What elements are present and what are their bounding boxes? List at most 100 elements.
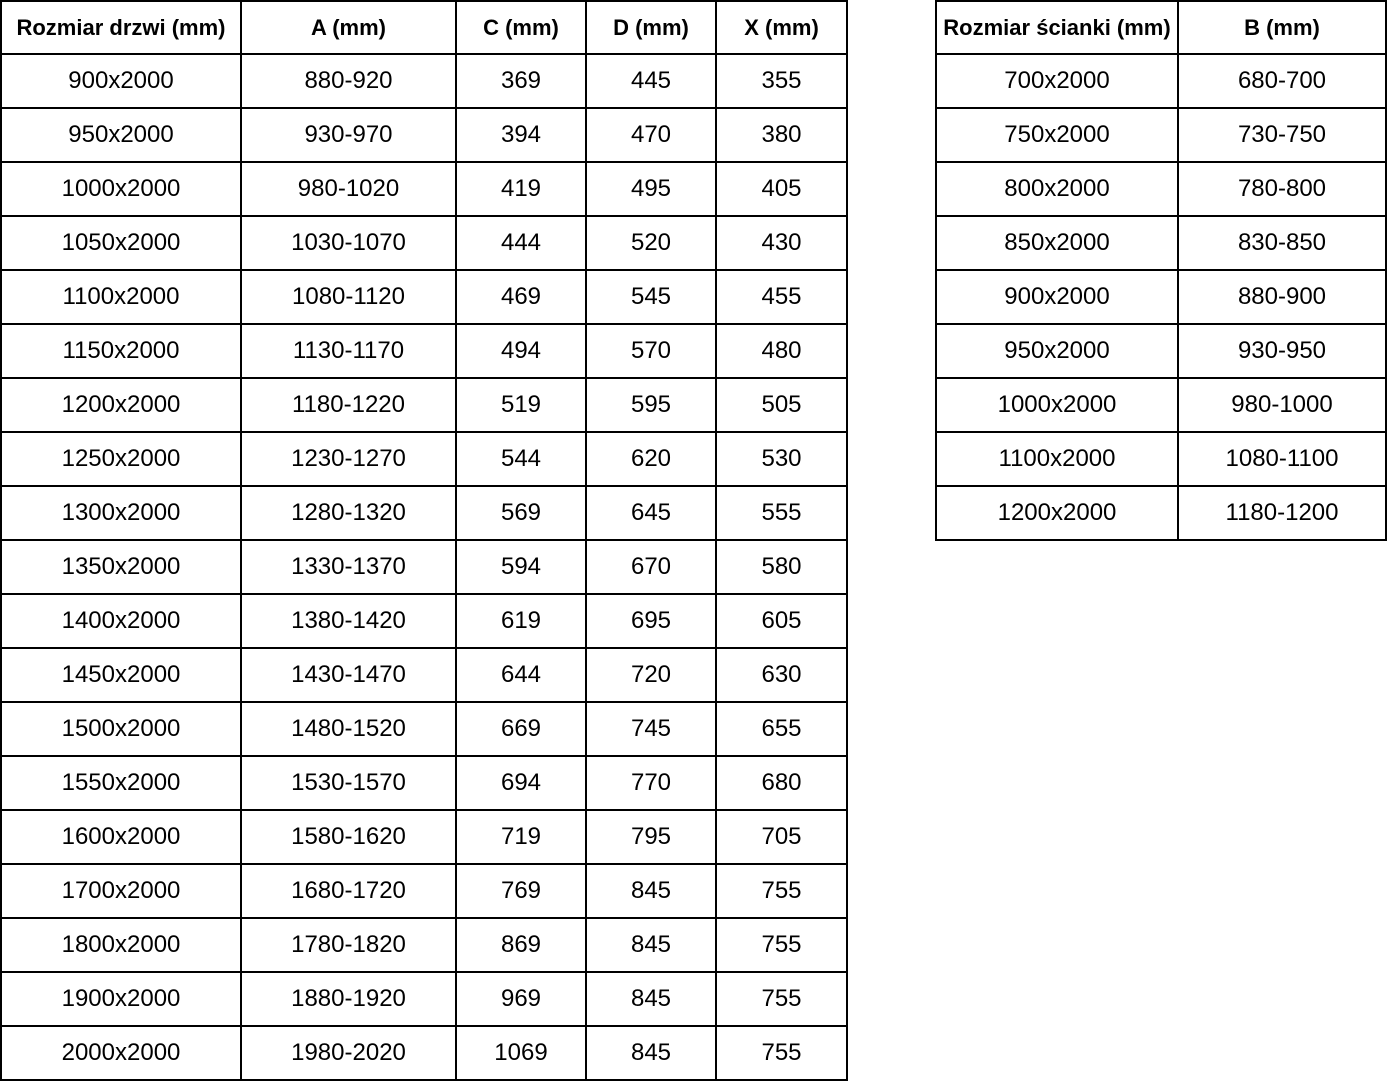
column-header: C (mm) [455,0,587,55]
table-cell: 755 [715,863,848,919]
table-cell: 1250x2000 [0,431,242,487]
table-cell: 1400x2000 [0,593,242,649]
table-row: 700x2000 680-700 [935,53,1387,109]
table-cell: 494 [455,323,587,379]
table-cell: 845 [585,917,717,973]
table-row: 1100x2000 1080-1100 [935,431,1387,487]
table-cell: 1450x2000 [0,647,242,703]
table-cell: 980-1000 [1177,377,1387,433]
table-cell: 1280-1320 [240,485,457,541]
table-cell: 444 [455,215,587,271]
table-cell: 569 [455,485,587,541]
table-cell: 1580-1620 [240,809,457,865]
table-cell: 1480-1520 [240,701,457,757]
table-cell: 605 [715,593,848,649]
table-cell: 1430-1470 [240,647,457,703]
header-row: Rozmiar ścianki (mm) B (mm) [935,0,1387,55]
wall-table-body: 700x2000 680-700 750x2000 730-750 800x2000 78… [935,53,1387,541]
column-header: Rozmiar ścianki (mm) [935,0,1179,55]
table-cell: 1380-1420 [240,593,457,649]
table-cell: 719 [455,809,587,865]
column-header: Rozmiar drzwi (mm) [0,0,242,55]
table-cell: 850x2000 [935,215,1179,271]
table-cell: 670 [585,539,717,595]
table-cell: 530 [715,431,848,487]
table-cell: 1150x2000 [0,323,242,379]
table-cell: 505 [715,377,848,433]
table-cell: 1200x2000 [0,377,242,433]
wall-sizes-table: Rozmiar ścianki (mm) B (mm) 700x2000 680-7… [935,0,1387,541]
table-cell: 430 [715,215,848,271]
table-row: 1800x2000 1780-1820 869 845 755 [0,917,848,973]
table-cell: 470 [585,107,717,163]
table-row: 1900x2000 1880-1920 969 845 755 [0,971,848,1027]
table-cell: 1069 [455,1025,587,1081]
table-row: 1600x2000 1580-1620 719 795 705 [0,809,848,865]
table-cell: 1080-1120 [240,269,457,325]
column-header: D (mm) [585,0,717,55]
wall-table-header: Rozmiar ścianki (mm) B (mm) [935,0,1387,55]
table-cell: 1350x2000 [0,539,242,595]
table-cell: 930-950 [1177,323,1387,379]
table-cell: 980-1020 [240,161,457,217]
table-cell: 1900x2000 [0,971,242,1027]
table-cell: 620 [585,431,717,487]
table-row: 1700x2000 1680-1720 769 845 755 [0,863,848,919]
table-cell: 2000x2000 [0,1025,242,1081]
door-table-body: 900x2000 880-920 369 445 355 950x2000 930-970 3… [0,53,848,1081]
table-cell: 355 [715,53,848,109]
door-table-header: Rozmiar drzwi (mm) A (mm) C (mm) D (mm) X (m… [0,0,848,55]
table-cell: 900x2000 [0,53,242,109]
table-cell: 645 [585,485,717,541]
table-row: 1450x2000 1430-1470 644 720 630 [0,647,848,703]
table-cell: 380 [715,107,848,163]
table-cell: 1130-1170 [240,323,457,379]
table-cell: 755 [715,1025,848,1081]
table-cell: 594 [455,539,587,595]
table-cell: 930-970 [240,107,457,163]
table-cell: 1030-1070 [240,215,457,271]
table-row: 1400x2000 1380-1420 619 695 605 [0,593,848,649]
table-cell: 1180-1220 [240,377,457,433]
table-cell: 1100x2000 [0,269,242,325]
table-cell: 369 [455,53,587,109]
table-cell: 880-900 [1177,269,1387,325]
table-cell: 845 [585,1025,717,1081]
table-cell: 455 [715,269,848,325]
table-cell: 1230-1270 [240,431,457,487]
table-cell: 1600x2000 [0,809,242,865]
column-header: A (mm) [240,0,457,55]
table-row: 1100x2000 1080-1120 469 545 455 [0,269,848,325]
table-cell: 694 [455,755,587,811]
table-cell: 800x2000 [935,161,1179,217]
table-cell: 720 [585,647,717,703]
table-cell: 480 [715,323,848,379]
table-cell: 969 [455,971,587,1027]
table-cell: 750x2000 [935,107,1179,163]
table-cell: 705 [715,809,848,865]
table-cell: 544 [455,431,587,487]
table-row: 1300x2000 1280-1320 569 645 555 [0,485,848,541]
table-cell: 570 [585,323,717,379]
table-cell: 695 [585,593,717,649]
table-cell: 845 [585,971,717,1027]
table-cell: 950x2000 [935,323,1179,379]
table-cell: 495 [585,161,717,217]
table-cell: 780-800 [1177,161,1387,217]
header-row: Rozmiar drzwi (mm) A (mm) C (mm) D (mm) X (m… [0,0,848,55]
table-cell: 644 [455,647,587,703]
table-row: 1500x2000 1480-1520 669 745 655 [0,701,848,757]
table-cell: 900x2000 [935,269,1179,325]
table-cell: 580 [715,539,848,595]
table-cell: 1200x2000 [935,485,1179,541]
table-cell: 845 [585,863,717,919]
table-cell: 1980-2020 [240,1025,457,1081]
table-row: 1550x2000 1530-1570 694 770 680 [0,755,848,811]
column-header: X (mm) [715,0,848,55]
table-row: 1200x2000 1180-1220 519 595 505 [0,377,848,433]
table-cell: 880-920 [240,53,457,109]
table-cell: 1880-1920 [240,971,457,1027]
table-cell: 769 [455,863,587,919]
table-cell: 445 [585,53,717,109]
table-cell: 1330-1370 [240,539,457,595]
